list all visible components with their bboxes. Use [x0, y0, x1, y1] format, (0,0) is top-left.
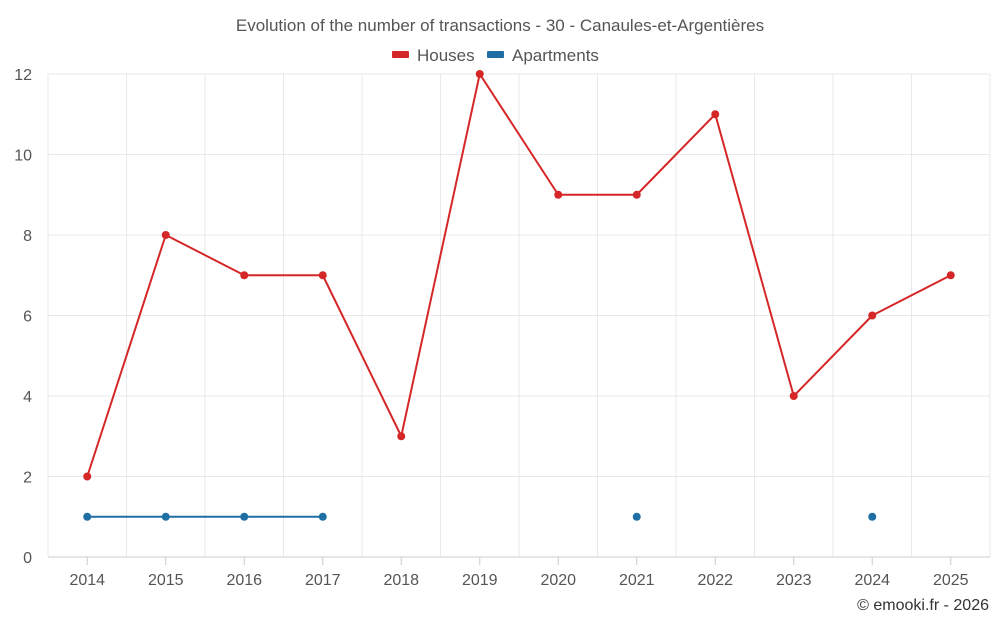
series-layer: [83, 70, 955, 521]
y-tick-label: 8: [23, 228, 32, 245]
legend-label-houses: Houses: [417, 46, 475, 65]
data-point-houses[interactable]: [161, 231, 170, 239]
data-point-apartments[interactable]: [632, 512, 641, 521]
x-tick-label: 2025: [933, 572, 969, 589]
legend-item-houses[interactable]: Houses: [392, 46, 475, 65]
x-tick-label: 2017: [305, 572, 341, 589]
legend-item-apartments[interactable]: Apartments: [487, 46, 599, 65]
data-point-houses[interactable]: [789, 392, 798, 400]
x-axis-ticks: 2014 2015 2016 2017 2018 2019 2020 2021 2022 2023…: [69, 557, 969, 589]
y-tick-label: 4: [23, 389, 32, 406]
chart-title: Evolution of the number of transactions …: [236, 16, 764, 35]
y-tick-label: 6: [23, 309, 32, 326]
data-point-apartments[interactable]: [868, 512, 877, 521]
series-houses: [83, 70, 955, 481]
data-point-houses[interactable]: [475, 70, 484, 78]
y-tick-label: 2: [23, 470, 32, 487]
x-tick-label: 2018: [383, 572, 419, 589]
series-line-houses: [86, 73, 952, 477]
data-point-houses[interactable]: [397, 432, 406, 441]
credit-text: © emooki.fr - 2026: [857, 597, 989, 614]
y-tick-label: 12: [14, 67, 32, 84]
series-apartments: [83, 512, 877, 521]
data-point-houses[interactable]: [946, 271, 955, 280]
data-point-houses[interactable]: [711, 110, 720, 119]
data-point-houses[interactable]: [318, 271, 327, 280]
x-tick-label: 2020: [540, 572, 576, 589]
data-point-houses[interactable]: [554, 190, 563, 199]
y-tick-label: 0: [23, 550, 32, 567]
data-point-houses[interactable]: [868, 311, 877, 320]
x-tick-label: 2015: [148, 572, 184, 589]
legend-swatch-houses: [392, 51, 409, 58]
data-point-apartments[interactable]: [240, 512, 249, 521]
legend-swatch-apartments: [487, 51, 504, 58]
x-tick-label: 2024: [854, 572, 890, 589]
data-point-apartments[interactable]: [83, 512, 92, 521]
y-tick-label: 10: [14, 148, 32, 165]
x-tick-label: 2023: [776, 572, 812, 589]
data-point-houses[interactable]: [83, 472, 92, 481]
x-tick-label: 2014: [69, 572, 105, 589]
data-point-apartments[interactable]: [161, 512, 170, 521]
data-point-apartments[interactable]: [318, 512, 327, 521]
gridlines: [47, 73, 991, 557]
x-tick-label: 2021: [619, 572, 655, 589]
y-axis-ticks: 0 2 4 6 8 10 12: [14, 67, 32, 567]
x-tick-label: 2016: [226, 572, 262, 589]
x-tick-label: 2022: [697, 572, 733, 589]
legend-label-apartments: Apartments: [512, 46, 599, 65]
data-point-houses[interactable]: [632, 190, 641, 199]
legend: Houses Apartments: [392, 46, 599, 65]
x-tick-label: 2019: [462, 572, 498, 589]
data-point-houses[interactable]: [240, 271, 249, 280]
